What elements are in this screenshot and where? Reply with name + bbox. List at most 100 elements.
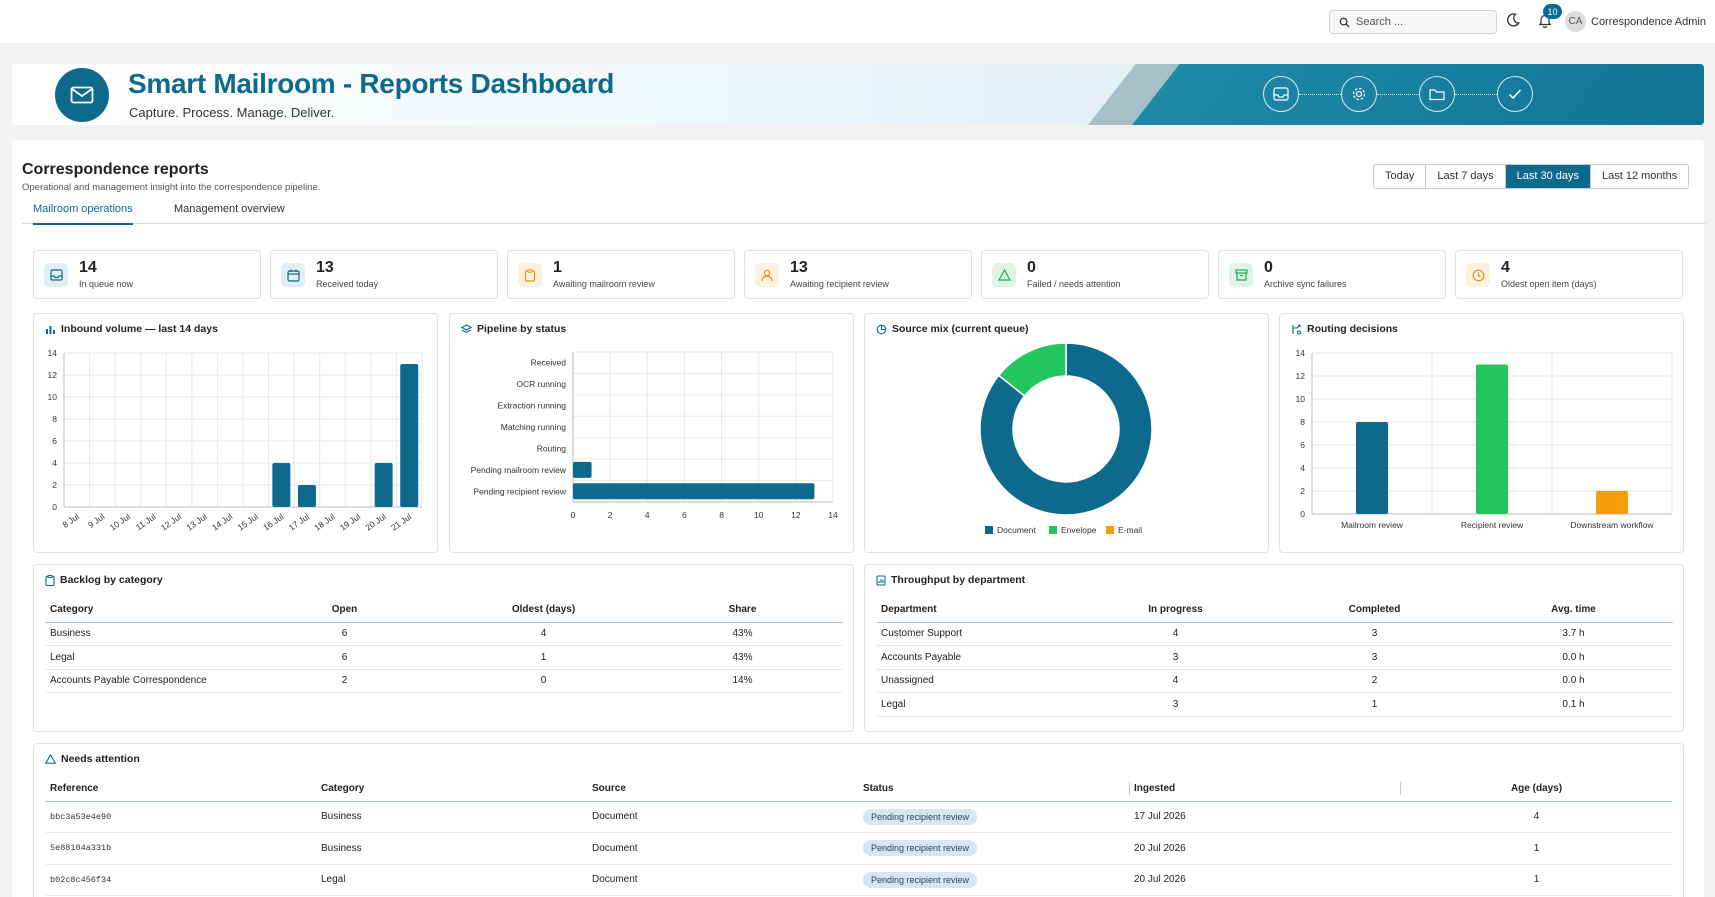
kpi-card: 0 Archive sync failures — [1218, 250, 1446, 299]
table-cell: 5e88104a331b — [46, 832, 317, 865]
panel-title: Backlog by category — [45, 574, 163, 586]
chart-doc-icon — [876, 574, 886, 586]
table-cell: 1 — [1401, 864, 1672, 896]
page-title: Correspondence reports — [22, 161, 209, 178]
panel-title: Source mix (current queue) — [876, 323, 1029, 335]
panel-title: Throughput by department — [876, 574, 1025, 586]
y-tick-label: Pending recipient review — [473, 486, 566, 496]
kpi-value: 0 — [1027, 259, 1036, 276]
search-icon — [1339, 17, 1350, 28]
x-tick-label: 11 Jul — [134, 511, 158, 532]
table-cell: bbc3a53e4e90 — [46, 801, 317, 833]
column-header: Oldest (days) — [444, 597, 643, 623]
table-cell: Pending recipient review — [859, 832, 1130, 865]
table-cell: Pending recipient review — [859, 864, 1130, 896]
x-tick-label: 21 Jul — [389, 511, 413, 532]
x-tick-label: 8 — [719, 510, 724, 520]
bar-chart-icon — [46, 325, 55, 334]
table-cell: b02c8c456f34 — [46, 864, 317, 896]
bar — [1356, 422, 1388, 514]
throughput-table: Department In progress Completed Avg. ti… — [877, 597, 1673, 717]
table-cell: 2 — [245, 669, 444, 693]
table-cell: Business — [46, 622, 245, 646]
search-input[interactable]: Search ... — [1329, 10, 1497, 34]
panel-title: Inbound volume — last 14 days — [45, 323, 218, 335]
kpi-card: 14 In queue now — [33, 250, 261, 299]
x-tick-label: 18 Jul — [312, 511, 336, 532]
column-header: Avg. time — [1474, 597, 1673, 623]
x-tick-label: Downstream workflow — [1570, 520, 1654, 530]
notification-badge: 10 — [1543, 4, 1562, 19]
status-badge: Pending recipient review — [863, 808, 978, 825]
inbox-icon — [44, 263, 68, 287]
column-header: Category — [46, 597, 245, 623]
x-tick-label: Mailroom review — [1341, 520, 1404, 530]
range-last-30-days[interactable]: Last 30 days — [1505, 165, 1591, 188]
kpi-card: 13 Awaiting recipient review — [744, 250, 972, 299]
kpi-label: Received today — [316, 279, 379, 289]
x-tick-label: 10 Jul — [108, 511, 132, 532]
column-header: Status — [859, 776, 1130, 802]
column-header: Age (days) — [1401, 776, 1672, 802]
search-placeholder: Search ... — [1356, 16, 1404, 28]
y-tick-label: 6 — [1300, 440, 1305, 450]
y-tick-label: Pending mailroom review — [471, 465, 567, 475]
x-tick-label: 0 — [571, 510, 576, 520]
table-header: Category Open Oldest (days) Share — [46, 597, 842, 623]
table-row[interactable]: bbc3a53e4e90 Business Document Pending reci… — [46, 801, 1672, 833]
table-cell: 20 Jul 2026 — [1130, 832, 1401, 865]
x-tick-label: Recipient review — [1461, 520, 1524, 530]
table-cell: Legal — [46, 645, 245, 670]
pie-chart-icon — [876, 324, 887, 334]
user-menu[interactable]: CA Correspondence Admin — [1565, 11, 1706, 32]
check-icon — [1497, 76, 1533, 112]
column-header: In progress — [1076, 597, 1275, 623]
table-row: Customer Support 4 3 3.7 h — [877, 622, 1673, 646]
table-cell: 0 — [444, 669, 643, 693]
needs-attention-panel: Needs attention Reference Category Sourc… — [33, 743, 1684, 897]
table-cell: Document — [588, 832, 859, 865]
y-tick-label: 12 — [1296, 371, 1306, 381]
tab-management-overview[interactable]: Management overview — [174, 203, 285, 215]
backlog-panel: Backlog by category Category Open Oldest… — [33, 564, 854, 732]
table-cell: 20 Jul 2026 — [1130, 864, 1401, 896]
x-tick-label: 10 — [754, 510, 764, 520]
moon-icon[interactable] — [1505, 12, 1521, 28]
table-cell: 4 — [1076, 669, 1275, 693]
mail-logo-icon — [55, 68, 109, 122]
x-tick-label: 13 Jul — [184, 511, 208, 532]
table-row[interactable]: 5e88104a331b Business Document Pending reci… — [46, 832, 1672, 865]
table-row: Accounts Payable Correspondence 2 0 14% — [46, 669, 842, 693]
tab-bar: Mailroom operations Management overview — [22, 192, 1706, 225]
table-cell: 6 — [245, 645, 444, 670]
x-tick-label: 4 — [645, 510, 650, 520]
table-cell: 3 — [1275, 645, 1474, 670]
table-cell: 1 — [1275, 692, 1474, 717]
y-tick-label: 0 — [1300, 509, 1305, 519]
table-row[interactable]: b02c8c456f34 Legal Document Pending recipie… — [46, 864, 1672, 896]
kpi-label: Oldest open item (days) — [1501, 279, 1597, 289]
tab-mailroom-operations[interactable]: Mailroom operations — [33, 203, 133, 225]
table-cell: Unassigned — [877, 669, 1076, 693]
y-tick-label: 4 — [52, 458, 57, 468]
banner-title: Smart Mailroom - Reports Dashboard — [128, 68, 615, 99]
range-today[interactable]: Today — [1374, 165, 1427, 188]
range-last-7-days[interactable]: Last 7 days — [1426, 165, 1506, 188]
user-name: Correspondence Admin — [1591, 15, 1706, 28]
avatar: CA — [1565, 11, 1586, 32]
panel-title: Needs attention — [45, 753, 140, 765]
kpi-value: 13 — [316, 259, 334, 276]
gear-icon — [1341, 76, 1377, 112]
bar — [1596, 491, 1628, 514]
table-cell: 14% — [643, 669, 842, 693]
table-cell: Business — [317, 801, 588, 833]
table-cell: Business — [317, 832, 588, 865]
y-tick-label: 14 — [1296, 348, 1306, 358]
range-last-12-months[interactable]: Last 12 months — [1591, 165, 1689, 188]
legend-swatch — [1049, 526, 1057, 534]
y-tick-label: OCR running — [516, 379, 566, 389]
table-cell: 17 Jul 2026 — [1130, 801, 1401, 833]
table-row: Accounts Payable 3 3 0.0 h — [877, 645, 1673, 670]
source-mix-panel: Document Envelope E-mail Source mix (curre… — [864, 313, 1269, 553]
